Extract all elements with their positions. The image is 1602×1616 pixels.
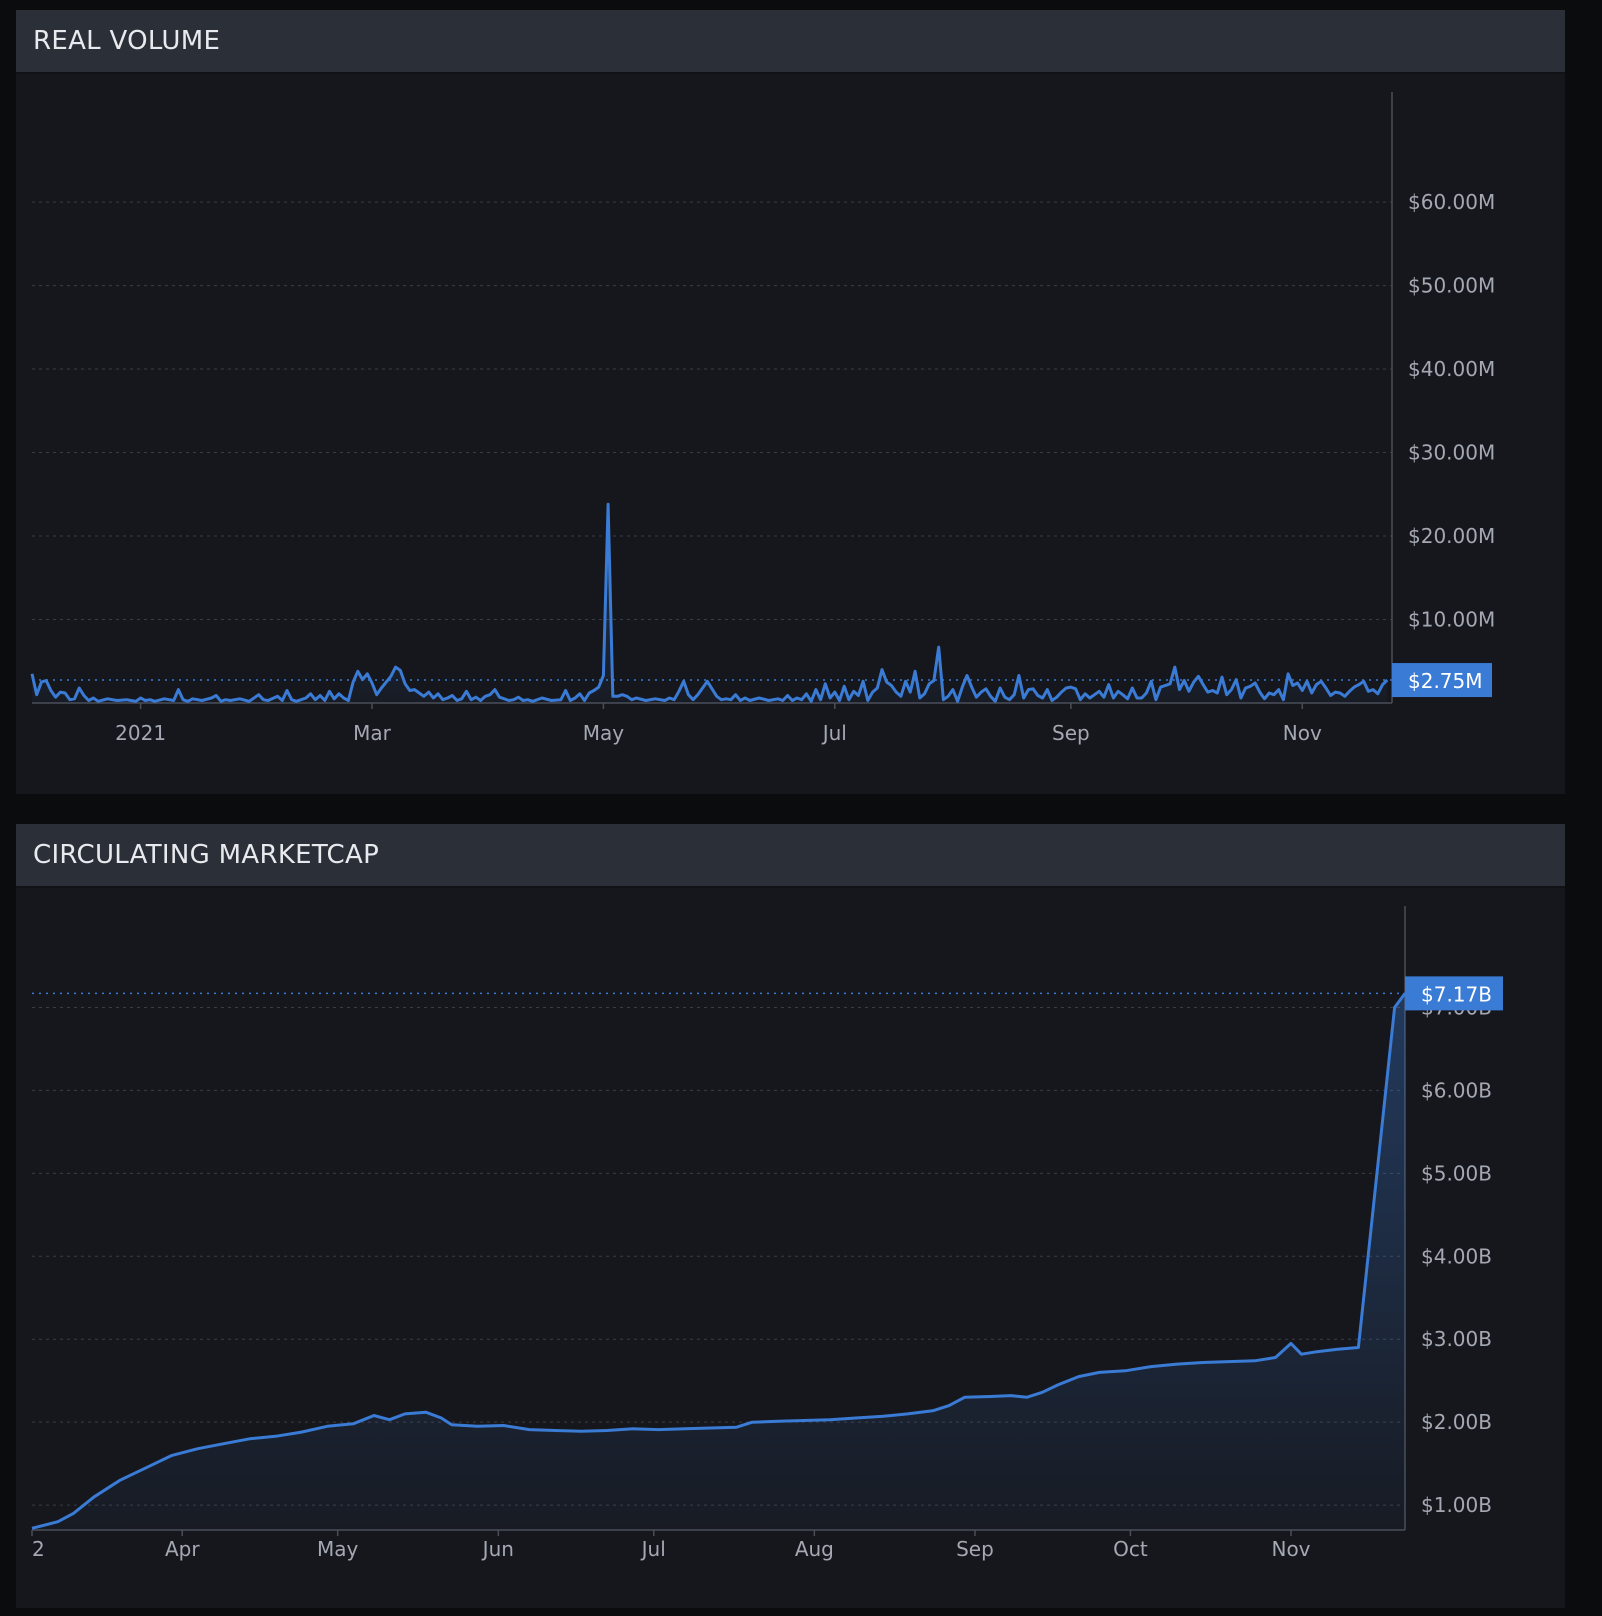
series-line (30, 502, 1389, 703)
y-tick-label: $20.00M (1408, 524, 1495, 548)
x-tick-label: Sep (956, 1537, 994, 1561)
circulating-marketcap-header: CIRCULATING MARKETCAP (16, 824, 1565, 888)
x-tick-label: Oct (1113, 1537, 1148, 1561)
current-value-label: $2.75M (1408, 669, 1483, 693)
y-tick-label: $5.00B (1421, 1161, 1492, 1185)
current-value-label: $7.17B (1421, 982, 1492, 1006)
x-tick-label: Sep (1052, 721, 1090, 745)
real-volume-title: REAL VOLUME (33, 26, 221, 56)
x-tick-label: Aug (795, 1537, 834, 1561)
circulating-marketcap-chart[interactable]: $1.00B$2.00B$3.00B$4.00B$5.00B$6.00B$7.0… (16, 890, 1565, 1608)
area-fill (32, 993, 1405, 1530)
y-tick-label: $50.00M (1408, 274, 1495, 298)
current-value-badge: $7.17B (1405, 976, 1503, 1011)
x-tick-label: Mar (353, 721, 392, 745)
x-tick-label: Nov (1271, 1537, 1310, 1561)
x-tick-label: Nov (1283, 721, 1322, 745)
current-value-bg (1405, 976, 1503, 1011)
y-tick-label: $4.00B (1421, 1244, 1492, 1268)
x-tick-label: 2 (32, 1537, 45, 1561)
y-tick-label: $30.00M (1408, 441, 1495, 465)
x-tick-label: Jul (821, 721, 847, 745)
current-value-badge: $2.75M (1392, 663, 1492, 698)
y-tick-label: $2.00B (1421, 1410, 1492, 1434)
y-tick-label: $10.00M (1408, 608, 1495, 632)
y-tick-label: $60.00M (1408, 190, 1495, 214)
x-tick-label: May (317, 1537, 359, 1561)
real-volume-header: REAL VOLUME (16, 10, 1565, 74)
x-tick-label: Jul (640, 1537, 666, 1561)
x-tick-label: Apr (165, 1537, 200, 1561)
series-line (31, 992, 1407, 1530)
real-volume-panel: REAL VOLUME $10.00M $20.00M $30.00M $40.00M… (16, 10, 1565, 794)
x-tick-label: Jun (481, 1537, 514, 1561)
y-tick-label: $6.00B (1421, 1078, 1492, 1102)
circulating-marketcap-title: CIRCULATING MARKETCAP (33, 840, 380, 870)
real-volume-chart[interactable]: $10.00M $20.00M $30.00M $40.00M $50.00M $60.0… (16, 76, 1565, 794)
area-fill (32, 504, 1388, 703)
x-tick-label: May (583, 721, 625, 745)
x-tick-label: 2021 (115, 721, 166, 745)
y-tick-label: $3.00B (1421, 1327, 1492, 1351)
current-value-bg (1392, 663, 1492, 698)
y-tick-label: $40.00M (1408, 357, 1495, 381)
y-tick-label: $1.00B (1421, 1493, 1492, 1517)
circulating-marketcap-panel: CIRCULATING MARKETCAP $1.00B $2.00B $3.00B… (16, 824, 1565, 1608)
